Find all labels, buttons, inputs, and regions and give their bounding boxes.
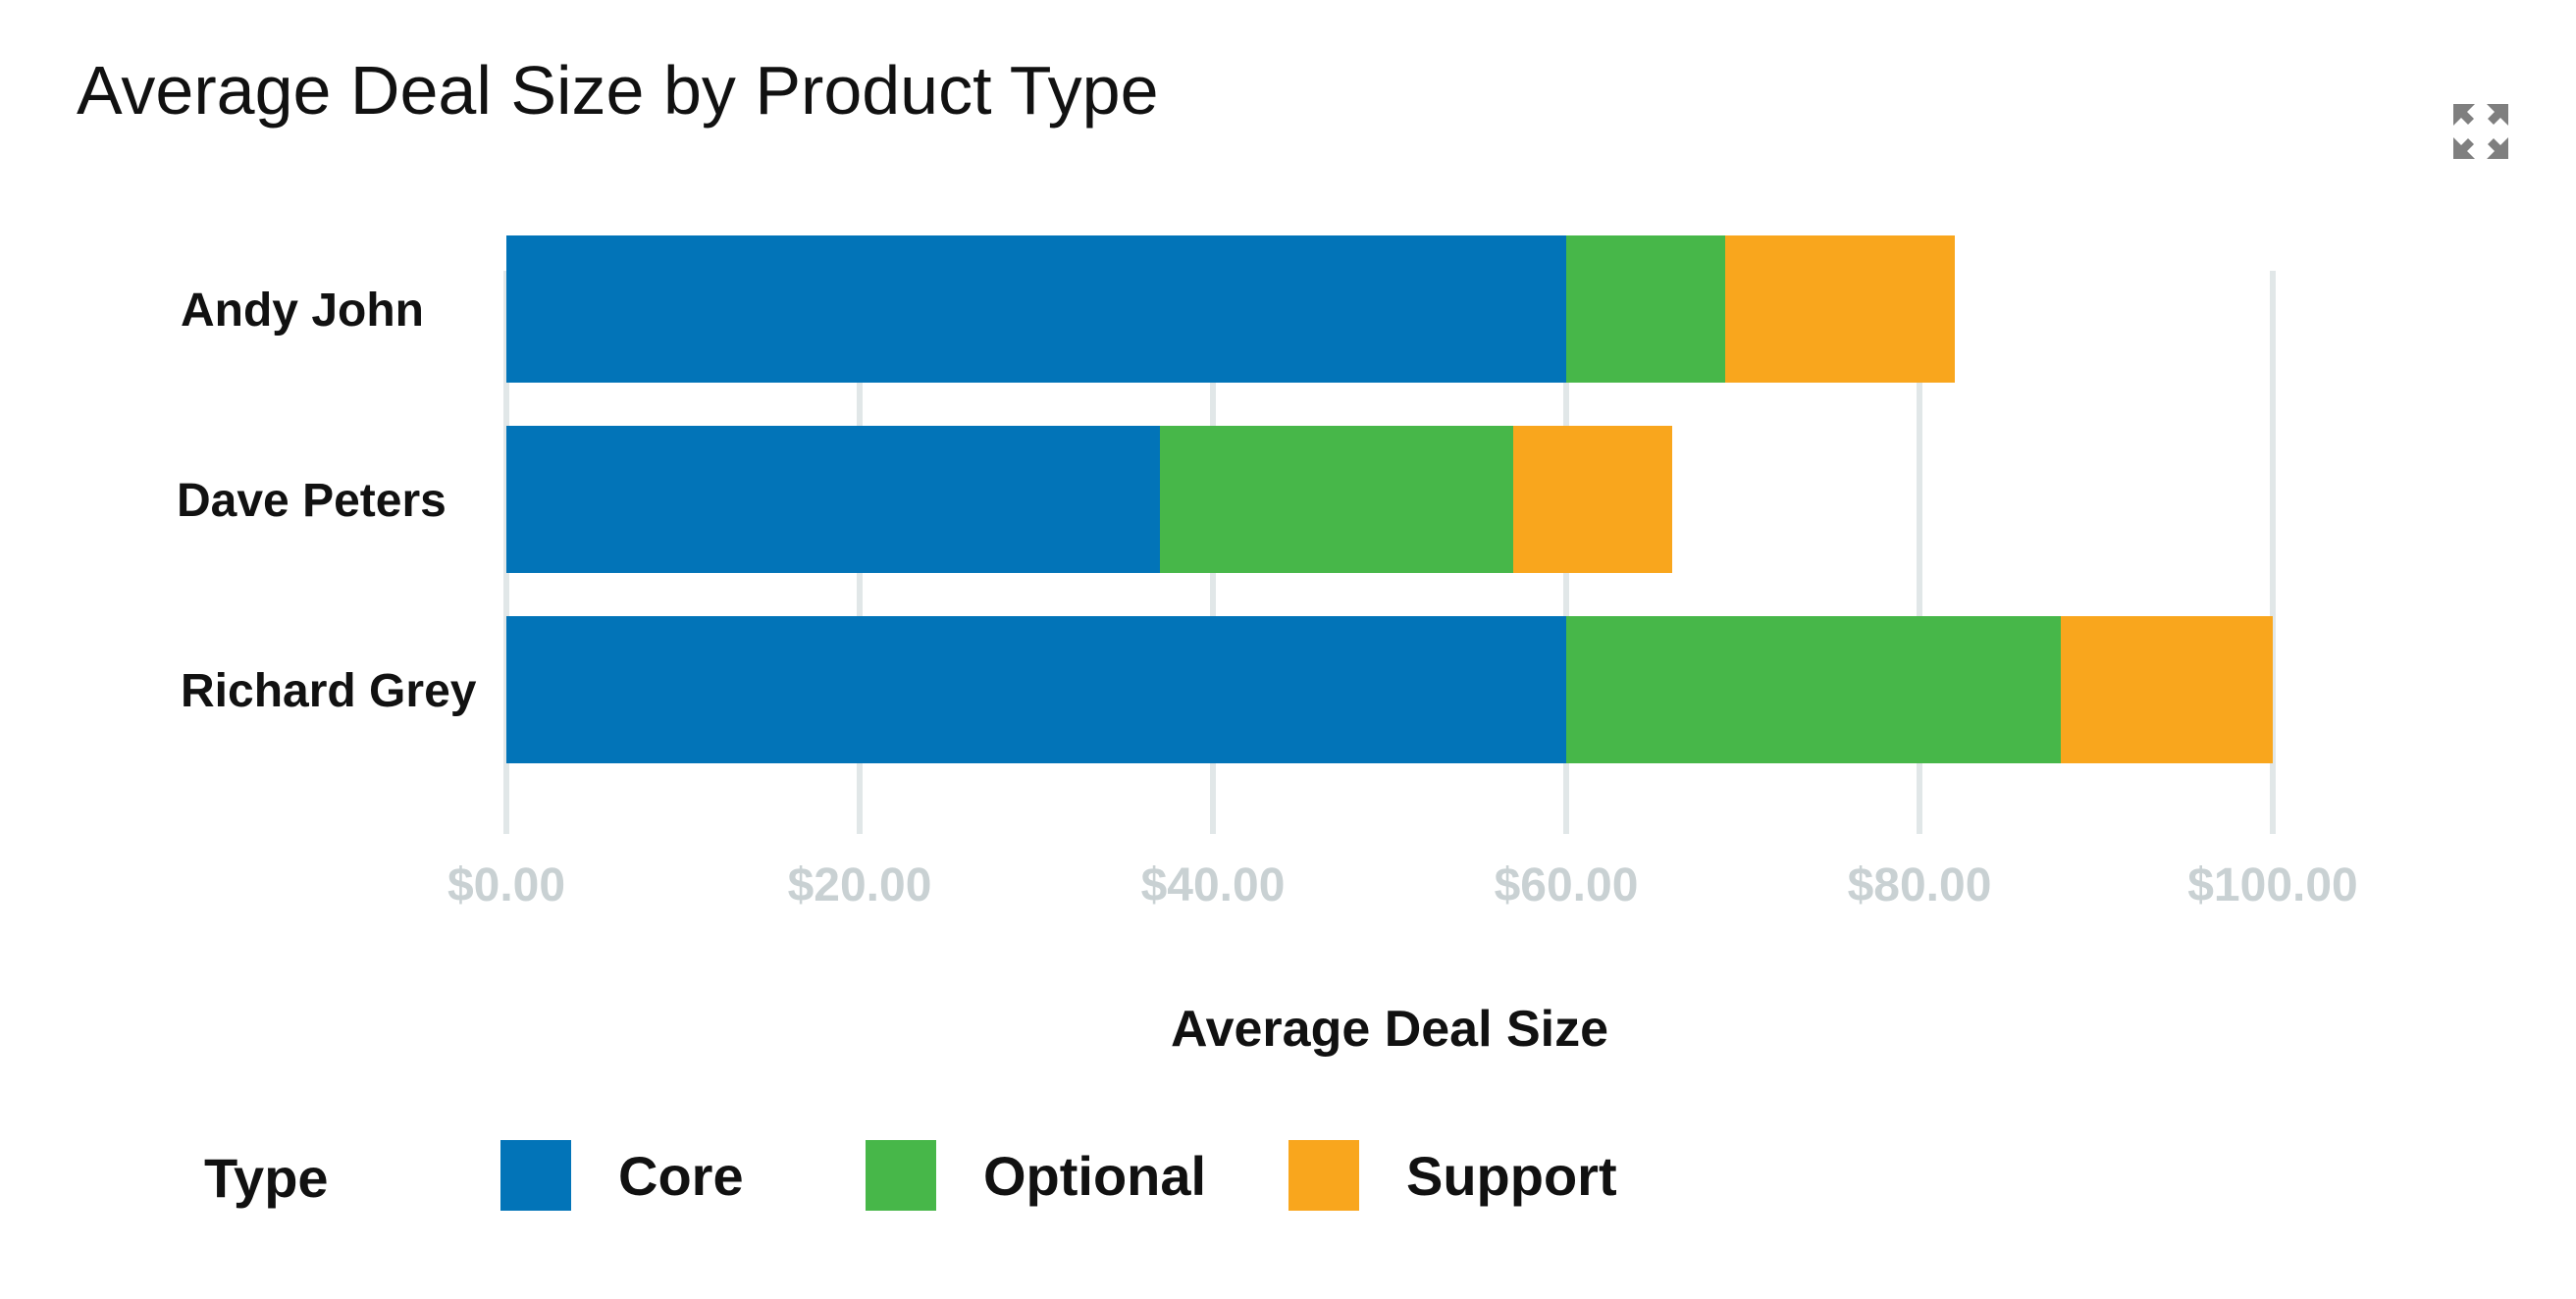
bar-segment[interactable]: [506, 426, 1160, 573]
legend-swatch-core: [500, 1140, 571, 1211]
x-tick-label: $100.00: [2187, 859, 2358, 911]
bar-segment[interactable]: [1566, 235, 1725, 383]
x-tick-label: $80.00: [1848, 859, 1992, 911]
expand-button[interactable]: [2453, 104, 2508, 159]
legend-item-optional[interactable]: Optional: [866, 1138, 1206, 1213]
category-label: Andy John: [181, 285, 424, 337]
legend-item-core[interactable]: Core: [500, 1138, 744, 1213]
legend-label-core: Core: [618, 1144, 744, 1207]
expand-arrows-icon: [2453, 104, 2508, 159]
bar-segment[interactable]: [1513, 426, 1672, 573]
legend-swatch-support: [1288, 1140, 1359, 1211]
legend-title: Type: [204, 1147, 329, 1209]
x-tick-label: $0.00: [447, 859, 565, 911]
legend: Type Core Optional Support: [0, 1138, 1766, 1226]
bar-segment[interactable]: [1725, 235, 1955, 383]
legend-swatch-optional: [866, 1140, 936, 1211]
category-label: Dave Peters: [177, 475, 447, 527]
chart-title: Average Deal Size by Product Type: [77, 52, 1159, 129]
chart-area: Andy John Dave Peters Richard Grey $0.00 $20…: [177, 235, 2358, 1058]
x-tick-label: $40.00: [1141, 859, 1286, 911]
legend-label-support: Support: [1406, 1144, 1617, 1207]
bar-segment[interactable]: [506, 235, 1566, 383]
bar-segment[interactable]: [506, 616, 1566, 763]
legend-item-support[interactable]: Support: [1288, 1138, 1617, 1213]
bar-segment[interactable]: [2061, 616, 2273, 763]
x-tick-label: $60.00: [1495, 859, 1639, 911]
legend-label-optional: Optional: [983, 1144, 1207, 1207]
x-axis-title: Average Deal Size: [1171, 1001, 1608, 1058]
bar-segment[interactable]: [1160, 426, 1513, 573]
x-tick-label: $20.00: [788, 859, 932, 911]
bar-segment[interactable]: [1566, 616, 2061, 763]
category-label: Richard Grey: [181, 665, 477, 717]
